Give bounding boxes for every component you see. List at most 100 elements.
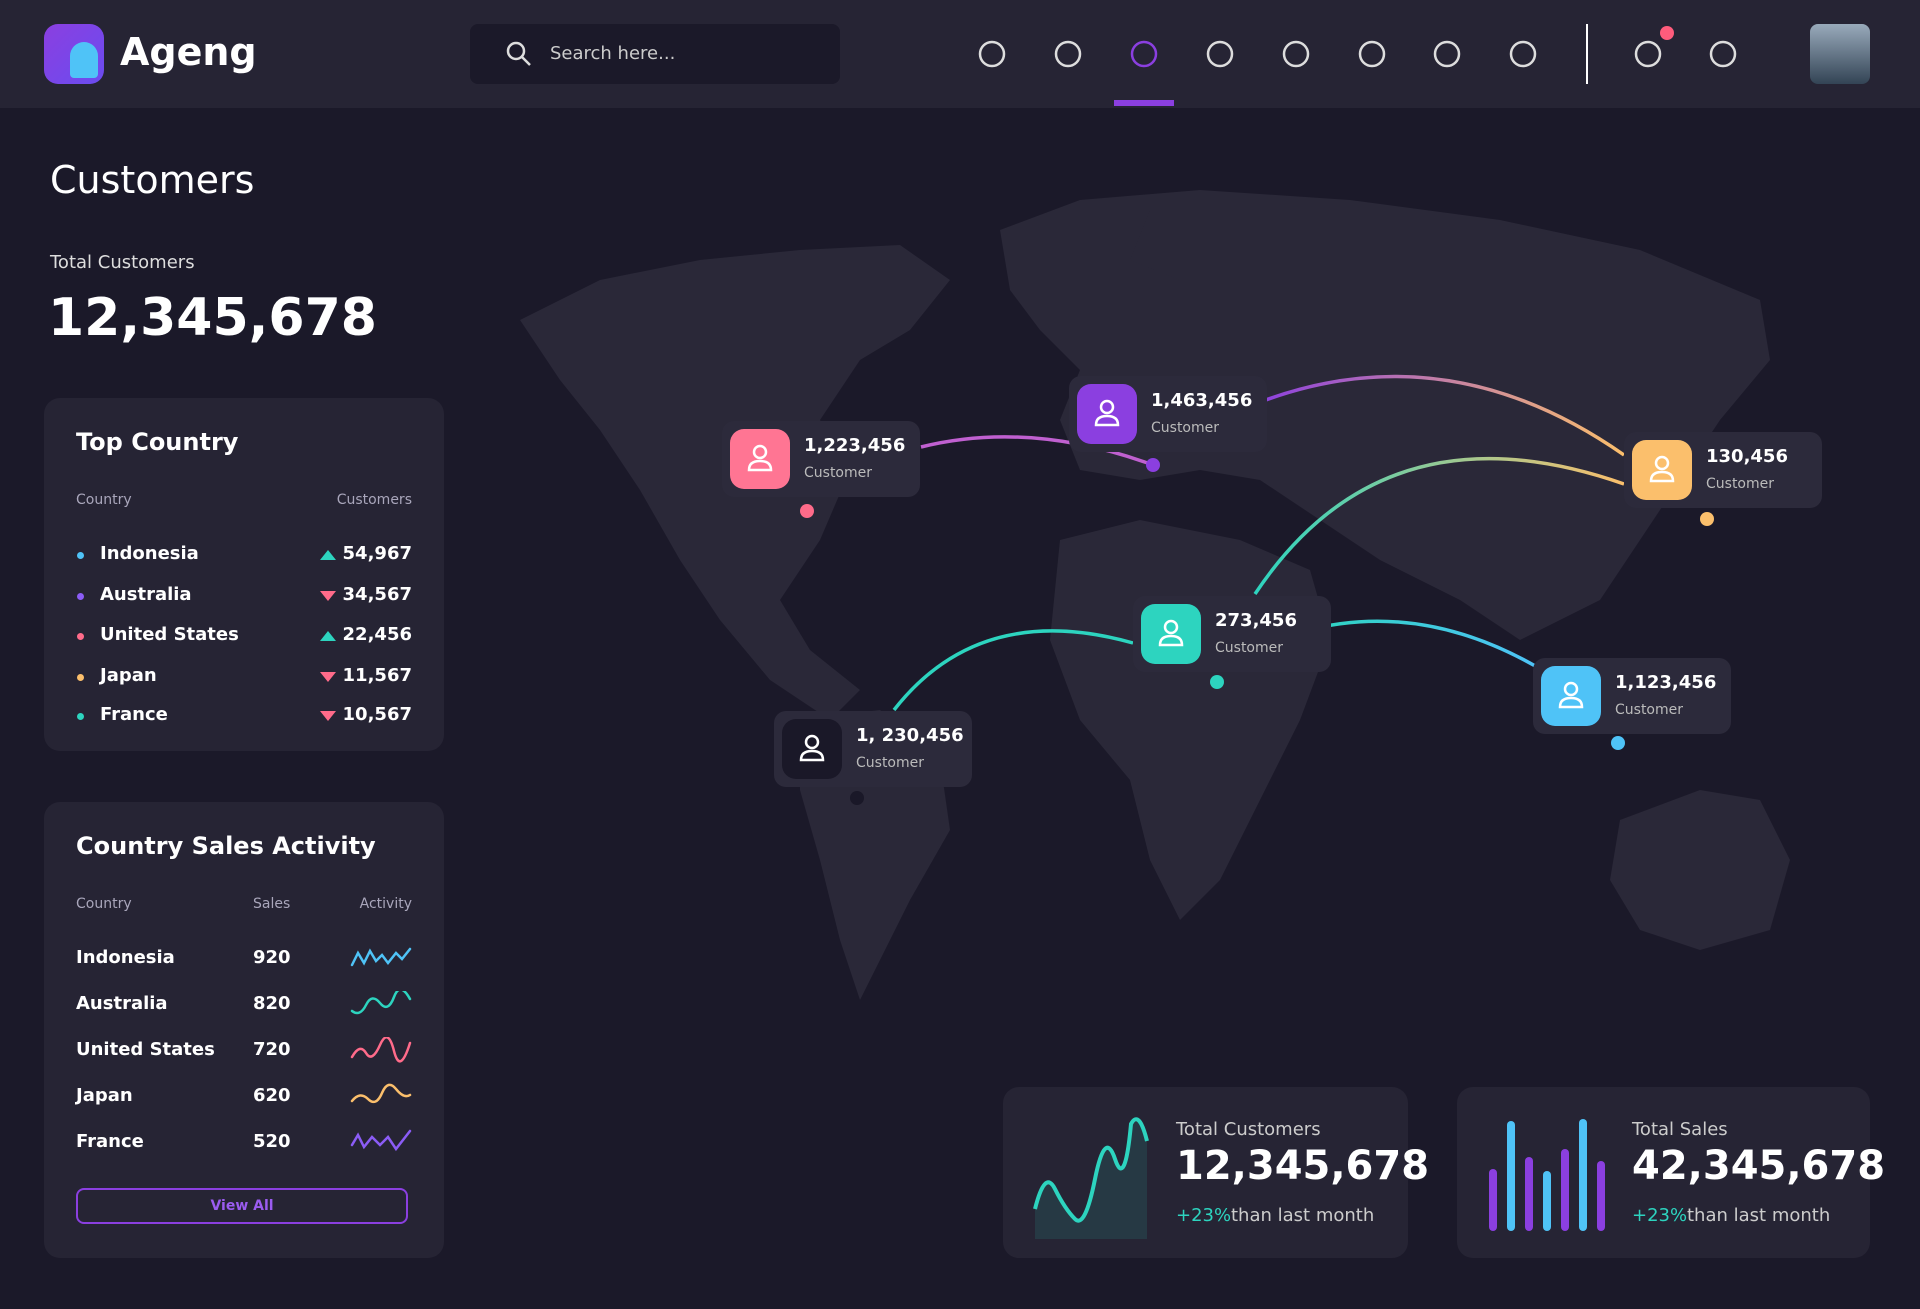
decor-bar — [1489, 1169, 1497, 1231]
row-dot — [77, 552, 84, 559]
top-country-card: Top Country Country Customers Indonesia 5… — [44, 398, 444, 751]
search-box[interactable]: Search here... — [470, 24, 840, 84]
trend-triangle — [320, 550, 336, 560]
country-name: United States — [100, 624, 239, 645]
marker-icon — [1632, 440, 1692, 500]
marker-label: Customer — [1615, 702, 1684, 718]
country-name: Japan — [76, 1085, 133, 1106]
user-icon — [747, 444, 773, 472]
card-title: Top Country — [76, 428, 239, 456]
marker-icon — [1541, 666, 1601, 726]
card-title: Country Sales Activity — [76, 832, 376, 860]
marker-icon — [1141, 604, 1201, 664]
column-header: Customers — [336, 492, 412, 508]
area-fill — [1035, 1119, 1147, 1239]
country-name: Australia — [100, 584, 192, 605]
trend-icon — [320, 591, 336, 601]
user-body — [1158, 634, 1184, 647]
user-head — [1563, 681, 1579, 697]
row-dot — [77, 633, 84, 640]
decor-bar — [1543, 1171, 1551, 1231]
nav-icon — [1130, 40, 1158, 68]
world-map — [520, 190, 1790, 1000]
user-body — [1558, 696, 1584, 709]
total-label: Total Customers — [50, 252, 195, 273]
customer-count: 54,967 — [342, 543, 412, 564]
stat-value: 42,345,678 — [1632, 1143, 1886, 1189]
decor-bar — [1507, 1121, 1515, 1231]
sparkline-path — [350, 991, 412, 1015]
map-marker[interactable]: 130,456 Customer — [1624, 432, 1822, 508]
logo[interactable] — [44, 24, 104, 84]
nav-icon — [1282, 40, 1310, 68]
sales-value: 820 — [253, 993, 291, 1014]
customer-count: 34,567 — [342, 584, 412, 605]
user-body — [1649, 470, 1675, 483]
view-all-button[interactable]: View All — [76, 1188, 408, 1224]
user-body — [1094, 414, 1120, 427]
avatar[interactable] — [1810, 24, 1870, 84]
map-marker[interactable]: 1, 230,456 Customer — [774, 711, 972, 787]
trend-icon — [320, 550, 336, 560]
country-name: Indonesia — [76, 947, 175, 968]
sales-value: 620 — [253, 1085, 291, 1106]
row-dot — [77, 593, 84, 600]
trend-triangle — [320, 591, 336, 601]
stat-chart — [1489, 1119, 1605, 1231]
trend-icon — [320, 672, 336, 682]
marker-value: 1, 230,456 — [856, 725, 964, 746]
sales-value: 720 — [253, 1039, 291, 1060]
marker-value: 130,456 — [1706, 446, 1788, 467]
stat-card: Total Sales 42,345,678 +23% than last month — [1457, 1087, 1885, 1258]
user-head — [1099, 399, 1115, 415]
map-marker[interactable]: 1,123,456 Customer — [1533, 658, 1731, 734]
nav-icon — [1634, 40, 1662, 68]
column-header: Country — [76, 492, 132, 508]
map-marker[interactable]: 1,463,456 Customer — [1069, 376, 1267, 452]
trend-icon — [320, 711, 336, 721]
stat-suffix: than last month — [1231, 1205, 1375, 1226]
marker-label: Customer — [1215, 640, 1284, 656]
sales-activity-card: Country Sales Activity Country Sales Act… — [44, 802, 444, 1258]
nav-icon — [978, 40, 1006, 68]
trend-triangle — [320, 672, 336, 682]
customer-count: 11,567 — [342, 665, 412, 686]
trend-triangle — [320, 711, 336, 721]
sparkline-path — [350, 947, 412, 967]
map-marker[interactable]: 273,456 Customer — [1133, 596, 1331, 672]
sales-value: 520 — [253, 1131, 291, 1152]
user-body — [747, 459, 773, 472]
stat-label: Total Sales — [1632, 1119, 1728, 1140]
map-marker[interactable]: 1,223,456 Customer — [722, 421, 920, 497]
country-name: Japan — [100, 665, 157, 686]
brand: Ageng — [120, 30, 257, 74]
column-header: Activity — [359, 896, 412, 912]
sparkline-path — [350, 1037, 412, 1063]
customer-count: 22,456 — [342, 624, 412, 645]
nav-icon — [1358, 40, 1386, 68]
marker-label: Customer — [804, 465, 873, 481]
user-icon — [1094, 399, 1120, 427]
notification-dot — [1660, 26, 1674, 40]
decor-bar — [1561, 1149, 1569, 1231]
country-name: France — [100, 704, 168, 725]
column-header: Country — [76, 896, 132, 912]
user-icon — [799, 734, 825, 762]
country-name: United States — [76, 1039, 215, 1060]
row-dot — [77, 674, 84, 681]
stat-label: Total Customers — [1176, 1119, 1321, 1140]
marker-value: 1,463,456 — [1151, 390, 1253, 411]
country-name: Australia — [76, 993, 168, 1014]
user-icon — [1558, 681, 1584, 709]
nav-icon — [1054, 40, 1082, 68]
nav-icon — [1433, 40, 1461, 68]
row-dot — [77, 713, 84, 720]
user-head — [752, 444, 768, 460]
customer-count: 10,567 — [342, 704, 412, 725]
user-head — [1654, 455, 1670, 471]
total-value: 12,345,678 — [48, 288, 377, 348]
marker-icon — [730, 429, 790, 489]
stat-value: 12,345,678 — [1176, 1143, 1430, 1189]
trend-triangle — [320, 631, 336, 641]
